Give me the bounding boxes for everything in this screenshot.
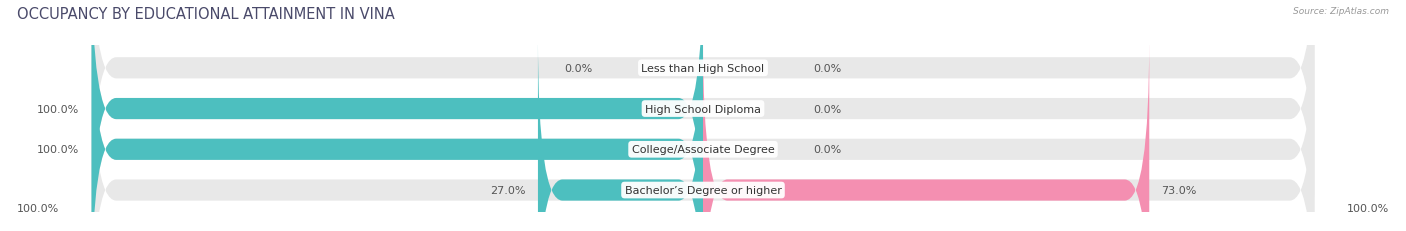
FancyBboxPatch shape: [91, 0, 703, 231]
Text: 100.0%: 100.0%: [37, 145, 80, 155]
Text: 0.0%: 0.0%: [813, 104, 841, 114]
FancyBboxPatch shape: [91, 0, 1315, 231]
Text: Less than High School: Less than High School: [641, 64, 765, 73]
Text: 0.0%: 0.0%: [813, 64, 841, 73]
FancyBboxPatch shape: [538, 39, 703, 231]
Text: 100.0%: 100.0%: [37, 104, 80, 114]
FancyBboxPatch shape: [91, 0, 1315, 231]
Text: High School Diploma: High School Diploma: [645, 104, 761, 114]
FancyBboxPatch shape: [91, 0, 703, 231]
Text: 73.0%: 73.0%: [1161, 185, 1197, 195]
Text: 100.0%: 100.0%: [17, 203, 59, 213]
Text: College/Associate Degree: College/Associate Degree: [631, 145, 775, 155]
Text: 27.0%: 27.0%: [491, 185, 526, 195]
Text: Bachelor’s Degree or higher: Bachelor’s Degree or higher: [624, 185, 782, 195]
FancyBboxPatch shape: [91, 39, 1315, 231]
FancyBboxPatch shape: [703, 39, 1149, 231]
Text: 100.0%: 100.0%: [1347, 203, 1389, 213]
Text: 0.0%: 0.0%: [565, 64, 593, 73]
Text: OCCUPANCY BY EDUCATIONAL ATTAINMENT IN VINA: OCCUPANCY BY EDUCATIONAL ATTAINMENT IN V…: [17, 7, 395, 22]
FancyBboxPatch shape: [91, 0, 1315, 220]
Text: Source: ZipAtlas.com: Source: ZipAtlas.com: [1294, 7, 1389, 16]
Text: 0.0%: 0.0%: [813, 145, 841, 155]
